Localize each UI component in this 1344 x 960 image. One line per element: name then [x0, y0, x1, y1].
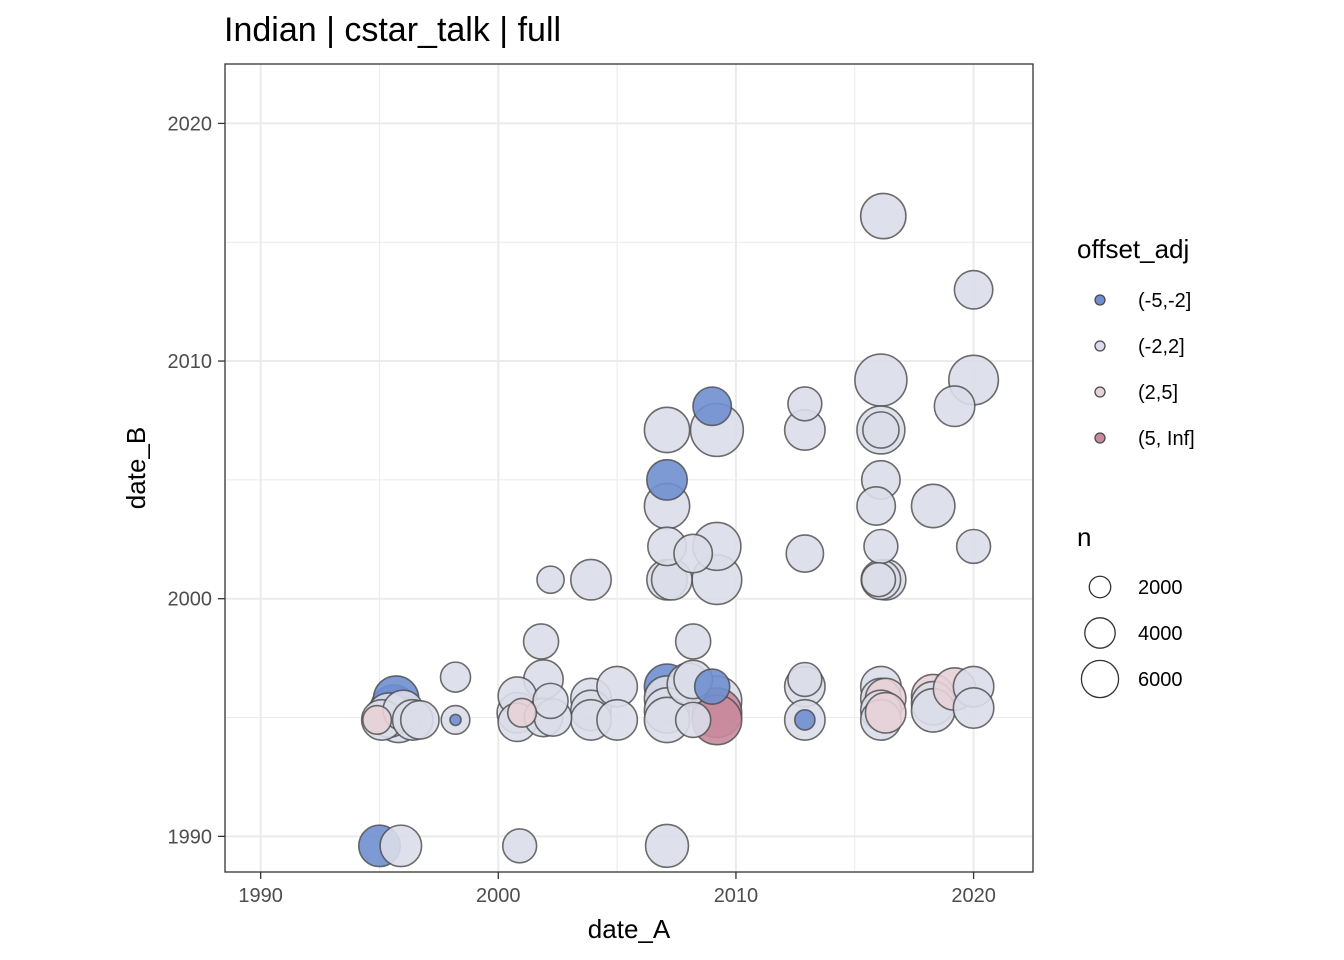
data-point	[910, 483, 956, 529]
legend-color: offset_adj (-5,-2] (-2,2] (2,5] (5, Inf]	[1077, 234, 1195, 450]
data-point	[361, 704, 393, 736]
data-point	[673, 533, 714, 574]
legend-color-title: offset_adj	[1077, 234, 1189, 264]
data-point	[859, 192, 907, 240]
x-axis: 1990 2000 2010 2020	[238, 872, 996, 907]
data-point	[449, 713, 462, 727]
legend-color-key	[1094, 432, 1106, 444]
legend-size-key	[1080, 659, 1120, 699]
data-point	[674, 623, 712, 660]
y-axis: 1990 2000 2010 2020	[168, 113, 225, 848]
data-point	[862, 411, 900, 449]
data-point	[863, 528, 899, 565]
legend-size-label: 4000	[1138, 623, 1183, 645]
data-point	[952, 686, 995, 730]
legend-color-label: (5, Inf]	[1138, 428, 1195, 450]
x-tick-label: 2010	[714, 885, 759, 907]
data-point	[569, 558, 613, 601]
x-tick-label: 2020	[951, 885, 996, 907]
data-point	[785, 534, 825, 574]
plot-panel	[225, 64, 1033, 872]
data-point	[643, 406, 691, 454]
data-point	[506, 697, 538, 728]
data-point	[439, 661, 472, 693]
legend-size-title: n	[1077, 522, 1091, 552]
data-point	[854, 353, 908, 407]
data-point	[674, 701, 712, 739]
y-axis-title: date_B	[121, 427, 151, 509]
data-point	[787, 386, 823, 422]
data-point	[522, 623, 560, 660]
legend-color-key	[1094, 294, 1106, 306]
legend-color-key	[1094, 386, 1106, 398]
data-point	[693, 668, 731, 705]
data-point	[933, 385, 976, 428]
legend-color-key	[1094, 340, 1106, 352]
data-point	[536, 565, 565, 595]
legend-size-key	[1088, 575, 1112, 599]
data-point	[596, 698, 639, 741]
y-tick-label: 2000	[168, 589, 213, 611]
data-point	[644, 823, 690, 869]
data-point	[532, 682, 569, 720]
legend-size-label: 6000	[1138, 669, 1183, 691]
data-point	[860, 561, 897, 598]
data-points	[357, 192, 1000, 869]
data-point	[692, 386, 733, 427]
data-point	[955, 528, 992, 565]
legend-size-label: 2000	[1138, 577, 1183, 599]
data-point	[856, 486, 897, 527]
legend-size-key	[1084, 617, 1116, 649]
data-point	[501, 828, 538, 864]
plot-border	[224, 63, 1034, 873]
data-point	[399, 699, 440, 740]
y-tick-label: 2020	[168, 113, 213, 135]
chart-title: Indian | cstar_talk | full	[224, 11, 561, 49]
legend-color-label: (-5,-2]	[1138, 290, 1191, 312]
data-point	[787, 661, 823, 698]
legend-color-label: (-2,2]	[1138, 336, 1185, 358]
data-point	[379, 824, 423, 868]
data-point	[793, 708, 816, 731]
x-tick-label: 1990	[238, 885, 283, 907]
legend-size: n 2000 4000 6000	[1077, 522, 1183, 699]
y-tick-label: 1990	[168, 826, 213, 848]
legend-color-label: (2,5]	[1138, 382, 1178, 404]
data-point	[864, 691, 907, 734]
y-tick-label: 2010	[168, 351, 213, 373]
data-point	[953, 269, 994, 310]
x-axis-title: date_A	[588, 914, 671, 944]
x-tick-label: 2000	[476, 885, 521, 907]
data-point	[645, 458, 689, 501]
